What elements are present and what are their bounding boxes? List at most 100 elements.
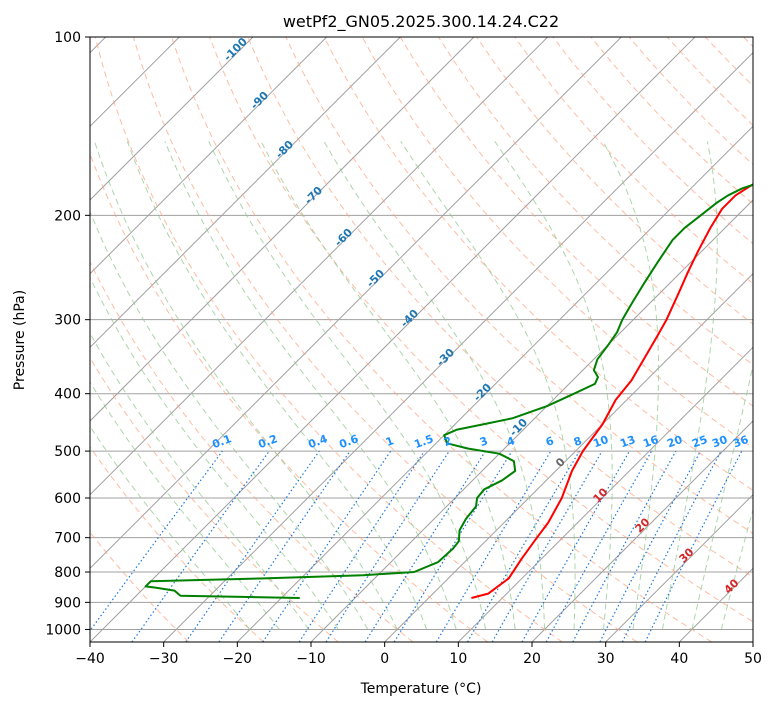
temperature-profile-line [471, 183, 753, 599]
isotherm-line [605, 493, 753, 642]
isotherm-line [531, 420, 753, 642]
dry-adiabat-label: -80 [273, 138, 296, 161]
moist-adiabat-line [260, 141, 516, 630]
moist-adiabat-line [720, 507, 753, 630]
y-axis-label: Pressure (hPa) [12, 290, 28, 390]
isotherm-line [90, 37, 475, 422]
isotherm-line [752, 641, 753, 642]
isotherm-line [90, 37, 401, 349]
y-tick-label: 800 [54, 565, 81, 581]
mixing-ratio-label: 0.6 [337, 432, 360, 451]
mixing-ratio-line [545, 450, 653, 642]
data-layer [144, 183, 753, 599]
isotherm-line [384, 272, 753, 642]
dry-adiabat-line [476, 37, 753, 325]
dewpoint-profile-line [144, 183, 753, 599]
dry-adiabat-line [514, 37, 753, 285]
isotherm-line [236, 125, 753, 642]
mixing-ratio-label: 0.1 [210, 432, 233, 451]
moist-adiabat-line [494, 141, 613, 630]
dry-adiabat-line [285, 37, 753, 535]
mixing-ratio-label: 30 [710, 433, 729, 451]
dry-adiabat-label: -100 [221, 35, 250, 64]
mixing-ratio-line [90, 450, 223, 632]
moist-adiabat-line [323, 141, 546, 630]
mixing-ratio-line [262, 450, 392, 642]
dry-adiabat-line [94, 37, 563, 642]
y-tick-label: 600 [54, 491, 81, 507]
moist-adiabat-line [691, 363, 753, 630]
x-tick-label: 20 [523, 651, 541, 667]
mixing-ratio-line [218, 450, 351, 642]
x-axis-label: Temperature (°C) [360, 681, 482, 697]
x-tick-label: 40 [670, 651, 688, 667]
x-tick-label: −10 [296, 651, 326, 667]
moist-adiabat-line [90, 332, 310, 630]
isotherm-line [90, 37, 328, 275]
mixing-ratio-label: 1 [384, 434, 396, 449]
mixing-ratio-label: 25 [690, 433, 709, 450]
moist-adiabat-label: 40 [722, 576, 742, 596]
isotherm-line [163, 51, 753, 642]
moist-adiabat-line [400, 141, 576, 630]
axes-layer: −40 −30 −20 −10 0 10 20 30 40 5010020030040050060… [45, 30, 762, 667]
moist-adiabat-line [126, 141, 428, 630]
mixing-ratio-line [466, 450, 580, 642]
dry-adiabat-label: -90 [248, 89, 271, 112]
dry-adiabat-label: -40 [398, 307, 421, 330]
x-tick-label: −40 [75, 651, 105, 667]
isotherm-line [457, 346, 753, 642]
mixing-ratio-label: 0.4 [306, 432, 329, 451]
moist-adiabat-line [90, 210, 369, 630]
y-tick-label: 400 [54, 387, 81, 403]
y-tick-label: 1000 [45, 622, 81, 638]
mixing-ratio-line [131, 450, 270, 642]
dry-adiabat-label: -30 [434, 346, 457, 369]
moist-adiabat-label: 20 [633, 515, 653, 535]
x-tick-label: 50 [744, 651, 762, 667]
mixing-ratio-label: 10 [591, 433, 610, 451]
moist-adiabat-line [208, 141, 487, 630]
dry-adiabat-line [90, 531, 190, 642]
dry-adiabat-line [90, 152, 488, 642]
y-tick-label: 700 [54, 531, 81, 547]
moist-adiabat-line [90, 425, 251, 630]
y-tick-label: 200 [54, 208, 81, 224]
moist-adiabat-line [90, 381, 280, 630]
moist-adiabat-line [602, 141, 660, 630]
mixing-ratio-line [298, 450, 425, 642]
mixing-ratio-line [521, 450, 631, 642]
moist-adiabat-label: 30 [677, 545, 697, 565]
mixing-ratio-label: 6 [544, 434, 556, 449]
dry-adiabat-line [90, 446, 264, 642]
isotherm-line [90, 37, 549, 496]
mixing-ratio-line [364, 450, 486, 642]
dry-adiabat-label: -60 [332, 226, 355, 249]
x-tick-label: 0 [380, 651, 389, 667]
moist-adiabat-label: 10 [591, 485, 611, 505]
mixing-ratio-label: 3 [478, 434, 490, 449]
moist-adiabat-line [164, 141, 457, 630]
isotherm-line [90, 37, 254, 201]
x-tick-label: −30 [149, 651, 179, 667]
x-tick-label: −20 [223, 651, 253, 667]
dry-adiabat-line [437, 37, 753, 366]
y-tick-label: 900 [54, 595, 81, 611]
chart-title: wetPf2_GN05.2025.300.14.24.C22 [283, 12, 559, 32]
moist-adiabat-line [90, 276, 339, 630]
dry-adiabat-line [323, 37, 753, 491]
mixing-ratio-label: 4 [505, 434, 517, 449]
mixing-ratio-label: 0.2 [256, 432, 279, 451]
mixing-ratio-line [644, 450, 743, 642]
dry-adiabat-line [247, 37, 753, 578]
isotherm-line [310, 199, 753, 642]
mixing-ratio-line [325, 450, 450, 642]
dry-adiabat-label: -20 [471, 381, 494, 404]
x-tick-label: 10 [449, 651, 467, 667]
dry-adiabat-line [90, 260, 414, 642]
dry-adiabat-line [704, 37, 753, 87]
dry-adiabat-line [209, 37, 753, 623]
isotherm-line [90, 37, 696, 642]
mixing-ratio-label: 2 [442, 434, 454, 449]
